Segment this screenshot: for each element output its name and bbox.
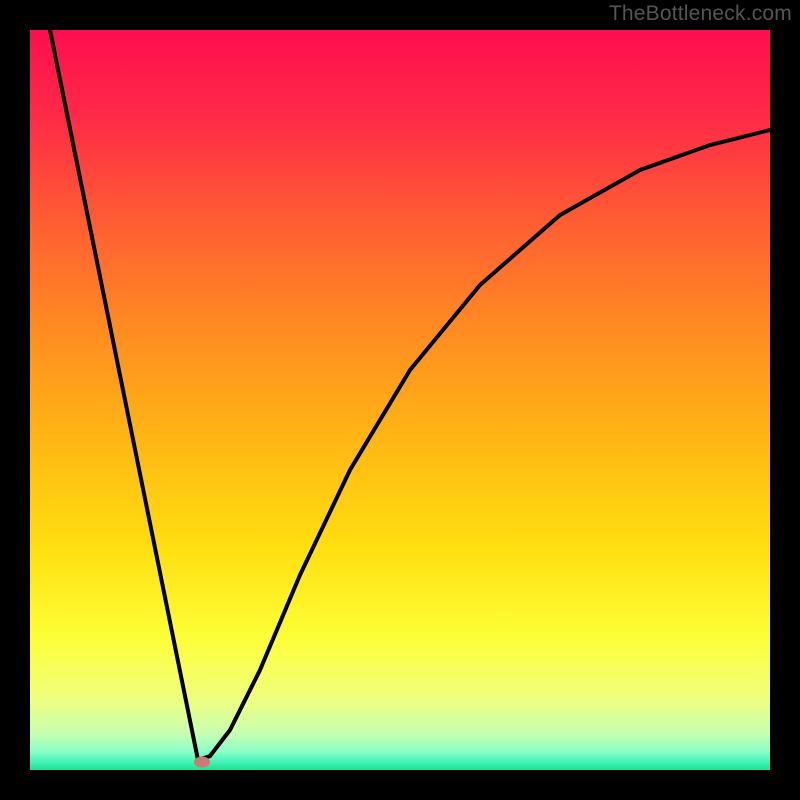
chart-background-gradient — [30, 30, 770, 770]
chart-container: TheBottleneck.com — [0, 0, 800, 800]
watermark-label: TheBottleneck.com — [609, 2, 792, 26]
curve-min-marker — [194, 757, 210, 768]
bottleneck-chart — [0, 0, 800, 800]
